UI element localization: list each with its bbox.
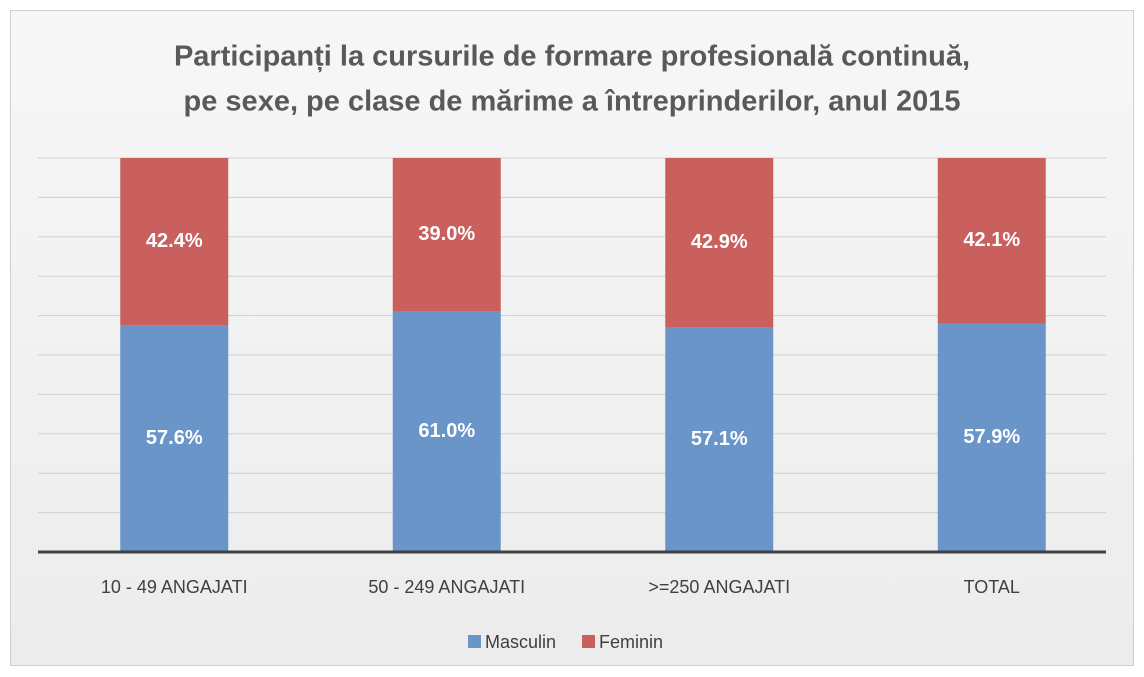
data-label: 42.9%: [691, 231, 748, 253]
data-label: 61.0%: [418, 420, 475, 442]
legend-label: Masculin: [485, 632, 556, 652]
chart-title: Participanți la cursurile de formare pro…: [174, 41, 970, 73]
legend-swatch: [582, 635, 596, 648]
bar-segment: [665, 327, 774, 552]
bar-segment: [120, 325, 229, 552]
data-label: 42.4%: [146, 230, 203, 252]
legend-label: Feminin: [599, 632, 663, 652]
x-tick-label: TOTAL: [964, 577, 1020, 597]
chart-title: pe sexe, pe clase de mărime a întreprind…: [184, 86, 961, 118]
bar-segment: [937, 323, 1046, 552]
data-label: 42.1%: [963, 229, 1020, 251]
data-label: 57.9%: [963, 426, 1020, 448]
data-label: 57.6%: [146, 427, 203, 449]
bar-segment: [120, 158, 229, 326]
bar-segment: [392, 311, 501, 552]
data-label: 57.1%: [691, 428, 748, 450]
legend-swatch: [468, 635, 481, 648]
bar-segment: [392, 158, 501, 312]
x-tick-label: 10 - 49 ANGAJATI: [101, 577, 248, 597]
data-label: 39.0%: [418, 223, 475, 245]
x-tick-label: 50 - 249 ANGAJATI: [368, 577, 525, 597]
bar-segment: [937, 158, 1046, 324]
bar-segment: [665, 158, 774, 328]
x-tick-label: >=250 ANGAJATI: [648, 577, 790, 597]
